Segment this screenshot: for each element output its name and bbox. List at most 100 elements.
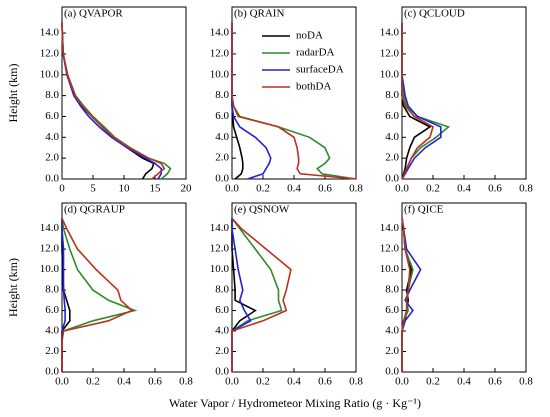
x-tick-label: 0.8 xyxy=(179,376,193,388)
y-tick-label: 10.0 xyxy=(40,68,60,80)
y-tick-label: 6.0 xyxy=(385,110,399,122)
x-tick-label: 0.2 xyxy=(256,183,270,195)
x-tick-label: 0.2 xyxy=(426,376,440,388)
x-tick-label: 0.0 xyxy=(225,376,239,388)
legend-label: surfaceDA xyxy=(296,64,344,76)
x-tick-label: 10 xyxy=(119,183,131,195)
y-tick-label: 2.0 xyxy=(385,152,399,164)
x-axis-label: Water Vapor / Hydrometeor Mixing Ratio (… xyxy=(169,396,421,410)
y-tick-label: 2.0 xyxy=(45,152,59,164)
y-tick-label: 6.0 xyxy=(385,304,399,316)
y-tick-label: 8.0 xyxy=(215,89,229,101)
y-tick-label: 14.0 xyxy=(40,27,60,39)
y-tick-label: 10.0 xyxy=(40,263,60,275)
panel-title: (a) QVAPOR xyxy=(64,8,123,20)
x-tick-label: 0.4 xyxy=(287,376,301,388)
y-tick-label: 8.0 xyxy=(45,89,59,101)
y-tick-label: 12.0 xyxy=(210,243,230,255)
y-tick-label: 0.0 xyxy=(215,173,229,185)
x-tick-label: 0.4 xyxy=(117,376,131,388)
legend-label: bothDA xyxy=(296,81,332,93)
x-tick-label: 15 xyxy=(150,183,162,195)
y-tick-label: 0.0 xyxy=(385,366,399,378)
x-tick-label: 0.2 xyxy=(426,183,440,195)
y-tick-label: 4.0 xyxy=(45,325,59,337)
x-tick-label: 0.4 xyxy=(457,183,471,195)
profile-line xyxy=(401,218,411,372)
y-axis-label: Height (km) xyxy=(6,258,20,317)
y-tick-label: 10.0 xyxy=(380,263,400,275)
panel-title: (b) QRAIN xyxy=(234,8,284,20)
y-tick-label: 6.0 xyxy=(215,110,229,122)
y-tick-label: 6.0 xyxy=(45,304,59,316)
y-tick-label: 2.0 xyxy=(45,345,59,357)
x-tick-label: 0.0 xyxy=(55,376,69,388)
panel: (f) QICE 0.0 2.0 4.0 6.0 8.0 10.0 12.0 14.0 0.0 0.… xyxy=(380,202,533,388)
y-tick-label: 8.0 xyxy=(385,89,399,101)
x-tick-label: 0.0 xyxy=(395,376,409,388)
y-tick-label: 0.0 xyxy=(45,366,59,378)
profile-line xyxy=(401,22,451,180)
profile-line xyxy=(231,22,244,180)
plot-frame xyxy=(61,202,187,373)
y-tick-label: 6.0 xyxy=(215,304,229,316)
panel-title: (d) QGRAUP xyxy=(64,204,125,216)
y-tick-label: 14.0 xyxy=(210,222,230,234)
x-tick-label: 0.6 xyxy=(488,376,502,388)
x-tick-label: 0.4 xyxy=(457,376,471,388)
x-tick-label: 0 xyxy=(59,183,65,195)
x-tick-label: 0.8 xyxy=(349,376,363,388)
profile-line xyxy=(231,22,357,180)
y-tick-label: 2.0 xyxy=(385,345,399,357)
x-tick-label: 0.4 xyxy=(287,183,301,195)
y-tick-label: 8.0 xyxy=(45,284,59,296)
x-tick-label: 20 xyxy=(181,183,193,195)
x-tick-label: 0.6 xyxy=(148,376,162,388)
y-tick-label: 0.0 xyxy=(385,173,399,185)
profile-line xyxy=(61,22,166,180)
legend-label: radarDA xyxy=(296,47,335,59)
x-tick-label: 0.6 xyxy=(318,183,332,195)
y-tick-label: 14.0 xyxy=(210,27,230,39)
y-tick-label: 12.0 xyxy=(210,47,230,59)
panel-title: (c) QCLOUD xyxy=(404,8,465,20)
profile-line xyxy=(231,217,292,372)
profile-line xyxy=(61,218,134,372)
y-tick-label: 2.0 xyxy=(215,345,229,357)
y-tick-label: 10.0 xyxy=(210,68,230,80)
profile-line xyxy=(231,218,257,372)
y-tick-label: 14.0 xyxy=(380,222,400,234)
x-tick-label: 0.2 xyxy=(256,376,270,388)
panel: (b) QRAIN 0.0 2.0 4.0 6.0 8.0 10.0 12.0 14.0 0.0 0… xyxy=(210,6,363,195)
profile-line xyxy=(231,22,272,180)
y-tick-label: 14.0 xyxy=(380,27,400,39)
x-tick-label: 0.8 xyxy=(519,376,533,388)
x-tick-label: 0.6 xyxy=(488,183,502,195)
y-tick-label: 8.0 xyxy=(385,284,399,296)
y-tick-label: 2.0 xyxy=(215,152,229,164)
y-tick-label: 4.0 xyxy=(215,325,229,337)
y-tick-label: 6.0 xyxy=(45,110,59,122)
x-tick-label: 5 xyxy=(90,183,96,195)
panel: (a) QVAPOR 0.0 2.0 4.0 6.0 8.0 10.0 12.0 14.0 0 5 1… xyxy=(6,6,193,195)
y-tick-label: 4.0 xyxy=(385,131,399,143)
panel: (d) QGRAUP 0.0 2.0 4.0 6.0 8.0 10.0 12.0 14.0 0.0… xyxy=(6,202,193,388)
plot-frame xyxy=(231,6,357,180)
plot-frame xyxy=(231,202,357,373)
y-tick-label: 12.0 xyxy=(380,243,400,255)
y-tick-label: 10.0 xyxy=(380,68,400,80)
y-tick-label: 8.0 xyxy=(215,284,229,296)
plot-frame xyxy=(61,6,187,180)
panel: (c) QCLOUD 0.0 2.0 4.0 6.0 8.0 10.0 12.0 14.0 0.0… xyxy=(380,6,533,195)
y-tick-label: 14.0 xyxy=(40,222,60,234)
y-tick-label: 0.0 xyxy=(45,173,59,185)
plot-frame xyxy=(401,202,527,373)
x-tick-label: 0.8 xyxy=(349,183,363,195)
x-tick-label: 0.8 xyxy=(519,183,533,195)
y-tick-label: 0.0 xyxy=(215,366,229,378)
y-tick-label: 4.0 xyxy=(45,131,59,143)
panel-title: (f) QICE xyxy=(404,204,444,216)
x-tick-label: 0.0 xyxy=(225,183,239,195)
y-axis-label: Height (km) xyxy=(6,64,20,123)
y-tick-label: 4.0 xyxy=(385,325,399,337)
